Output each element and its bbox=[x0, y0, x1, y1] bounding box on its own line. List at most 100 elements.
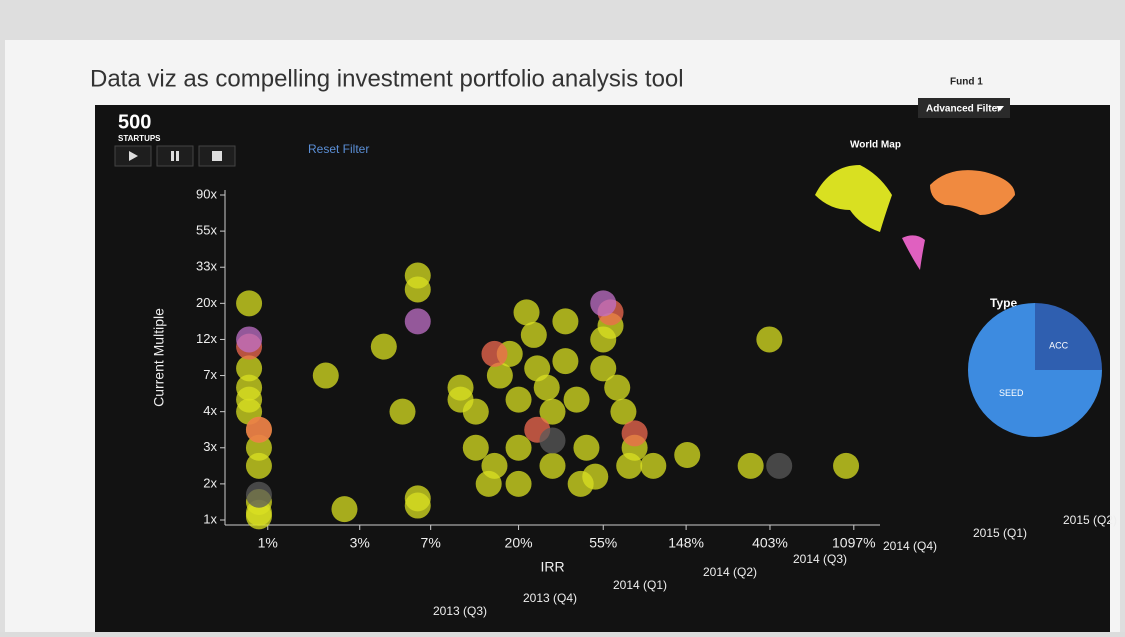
bubble bbox=[245, 416, 272, 443]
bubble bbox=[513, 299, 540, 326]
y-tick-label: 3x bbox=[203, 439, 217, 454]
play-icon bbox=[129, 151, 138, 161]
y-tick-label: 1x bbox=[203, 511, 217, 526]
x-tick-label: 1097% bbox=[832, 535, 876, 551]
y-tick-label: 7x bbox=[203, 367, 217, 382]
bubble bbox=[389, 398, 416, 425]
bubble bbox=[833, 452, 860, 479]
bubble bbox=[610, 398, 637, 425]
x-tick-label: 148% bbox=[668, 535, 704, 551]
bubble bbox=[236, 326, 263, 353]
bubble bbox=[524, 355, 551, 382]
bubble bbox=[539, 427, 566, 454]
bubble bbox=[520, 321, 547, 348]
bubble bbox=[404, 485, 431, 512]
world-map bbox=[815, 165, 1015, 270]
bubble bbox=[533, 374, 560, 401]
bubble bbox=[756, 326, 783, 353]
bubble bbox=[331, 496, 358, 523]
advanced-filter-label: Advanced Filter bbox=[926, 104, 1001, 115]
page-title: Data viz as compelling investment portfo… bbox=[90, 65, 684, 92]
bubble bbox=[505, 386, 532, 413]
bubble bbox=[563, 386, 590, 413]
x-tick-label: 7% bbox=[421, 535, 441, 551]
timeline-label: 2014 (Q2) bbox=[703, 565, 757, 579]
y-tick-label: 4x bbox=[203, 403, 217, 418]
bubble bbox=[312, 362, 339, 389]
y-tick-label: 90x bbox=[196, 186, 217, 201]
pause-icon bbox=[171, 151, 174, 161]
bubble bbox=[604, 374, 631, 401]
map-title: World Map bbox=[850, 140, 901, 151]
logo-sub: STARTUPS bbox=[118, 134, 161, 143]
timeline: 2013 (Q3) 2013 (Q4) 2014 (Q1) 2014 (Q2) 2014… bbox=[433, 513, 1117, 618]
pie-title: Type bbox=[990, 296, 1017, 310]
bubble bbox=[766, 452, 793, 479]
bubble bbox=[245, 503, 272, 530]
x-tick-label: 3% bbox=[350, 535, 370, 551]
y-tick-label: 33x bbox=[196, 259, 217, 274]
fund-label: Fund 1 bbox=[950, 77, 983, 88]
bubble bbox=[621, 420, 648, 447]
y-tick-label: 20x bbox=[196, 295, 217, 310]
bubble bbox=[404, 276, 431, 303]
stop-icon bbox=[212, 151, 222, 161]
bubble bbox=[640, 452, 667, 479]
x-axis-label: IRR bbox=[540, 559, 564, 575]
timeline-label: 2013 (Q4) bbox=[523, 591, 577, 605]
bubble bbox=[539, 398, 566, 425]
bubble bbox=[370, 333, 397, 360]
x-tick-label: 20% bbox=[505, 535, 533, 551]
bubble bbox=[573, 434, 600, 461]
bubble bbox=[552, 308, 579, 335]
bubble bbox=[245, 481, 272, 508]
timeline-label: 2015 (Q1) bbox=[973, 526, 1027, 540]
pie-label: ACC bbox=[1049, 341, 1069, 351]
x-tick-label: 55% bbox=[589, 535, 617, 551]
timeline-label: 2014 (Q1) bbox=[613, 578, 667, 592]
y-tick-label: 2x bbox=[203, 475, 217, 490]
x-tick-label: 1% bbox=[258, 535, 278, 551]
bubble bbox=[505, 434, 532, 461]
bubble bbox=[590, 355, 617, 382]
pie-slice bbox=[1035, 303, 1102, 370]
bubble bbox=[674, 442, 701, 468]
bubble bbox=[404, 308, 431, 335]
map-region bbox=[902, 235, 925, 270]
bubble bbox=[236, 290, 263, 317]
timeline-label: 2013 (Q3) bbox=[433, 604, 487, 618]
bubble bbox=[486, 362, 513, 389]
bubble bbox=[737, 452, 764, 479]
pie-slice bbox=[968, 303, 1102, 437]
bubble bbox=[590, 290, 617, 317]
timeline-label: 2015 (Q2) bbox=[1063, 513, 1117, 527]
x-tick-label: 403% bbox=[752, 535, 788, 551]
bubble bbox=[481, 340, 508, 367]
dropdown-arrow bbox=[996, 106, 1004, 111]
bubble bbox=[481, 452, 508, 479]
timeline-label: 2014 (Q3) bbox=[793, 552, 847, 566]
pause-button[interactable] bbox=[156, 145, 194, 167]
map-region bbox=[930, 170, 1015, 215]
bubble bbox=[552, 348, 579, 375]
timeline-label: 2014 (Q4) bbox=[883, 539, 937, 553]
bubble bbox=[462, 398, 489, 425]
pause-icon bbox=[176, 151, 179, 161]
bubble bbox=[505, 470, 532, 497]
logo: 500 bbox=[118, 111, 151, 133]
map-region bbox=[815, 165, 892, 232]
pie-label: SEED bbox=[999, 388, 1024, 398]
bubble bbox=[236, 355, 263, 382]
bubble bbox=[245, 434, 272, 461]
y-axis-label: Current Multiple bbox=[151, 308, 167, 407]
bubble bbox=[245, 452, 272, 479]
reset-filter[interactable]: Reset Filter bbox=[308, 142, 369, 156]
bubble bbox=[582, 463, 609, 490]
advanced-filter-button[interactable] bbox=[918, 98, 1010, 118]
bubble bbox=[539, 452, 566, 479]
y-tick-label: 55x bbox=[196, 223, 217, 238]
play-controls bbox=[114, 145, 236, 167]
bubble bbox=[462, 434, 489, 461]
y-tick-label: 12x bbox=[196, 331, 217, 346]
